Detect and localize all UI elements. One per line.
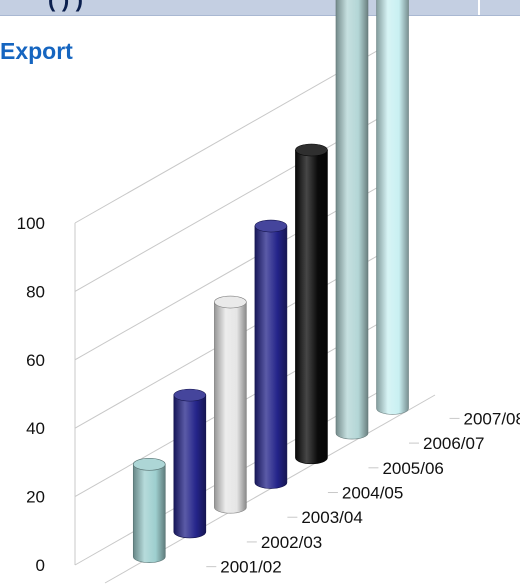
y-tick-label: 0 — [36, 556, 45, 575]
chart-title: Export — [0, 38, 73, 64]
y-tick-label: 100 — [17, 214, 45, 233]
bar-top — [214, 295, 247, 309]
bar-body — [335, 0, 369, 440]
bar-top — [295, 143, 328, 157]
x-tick-label: 2001/02 — [220, 558, 281, 577]
bar-body — [173, 394, 207, 539]
bar-body — [376, 0, 409, 415]
bar-body — [254, 225, 288, 489]
bar-2007-08 — [376, 0, 409, 415]
bar-body — [132, 464, 166, 563]
y-tick-label: 60 — [26, 351, 45, 370]
bar-2005-06 — [295, 143, 328, 465]
y-tick-label: 20 — [26, 488, 45, 507]
labels-layer: 0 20 40 60 80 100 2001/02 2002/03 2003/04 2004/05… — [17, 214, 520, 577]
bar-2003-04 — [214, 295, 247, 514]
bar-2002-03 — [173, 388, 207, 539]
x-tick-label: 2003/04 — [301, 508, 362, 527]
x-tick-label: 2007/08 — [464, 409, 520, 428]
bar-body — [295, 149, 328, 465]
bar-2006-07 — [335, 0, 369, 440]
bar-top — [173, 388, 207, 402]
x-tick-label: 2006/07 — [423, 434, 484, 453]
bar-top — [132, 458, 166, 471]
header-separator — [478, 0, 480, 15]
y-tick-label: 80 — [26, 282, 45, 301]
x-tick-label: 2005/06 — [382, 459, 443, 478]
bars-layer — [132, 0, 409, 563]
bar-2004-05 — [254, 219, 288, 489]
header-text: ( ) ) — [48, 0, 83, 13]
x-tick-label: 2004/05 — [342, 484, 403, 503]
bar-top — [254, 219, 288, 233]
x-tick-label: 2002/03 — [261, 533, 322, 552]
y-tick-label: 40 — [26, 419, 45, 438]
bar-body — [214, 301, 247, 514]
bar-2001-02 — [132, 458, 166, 563]
